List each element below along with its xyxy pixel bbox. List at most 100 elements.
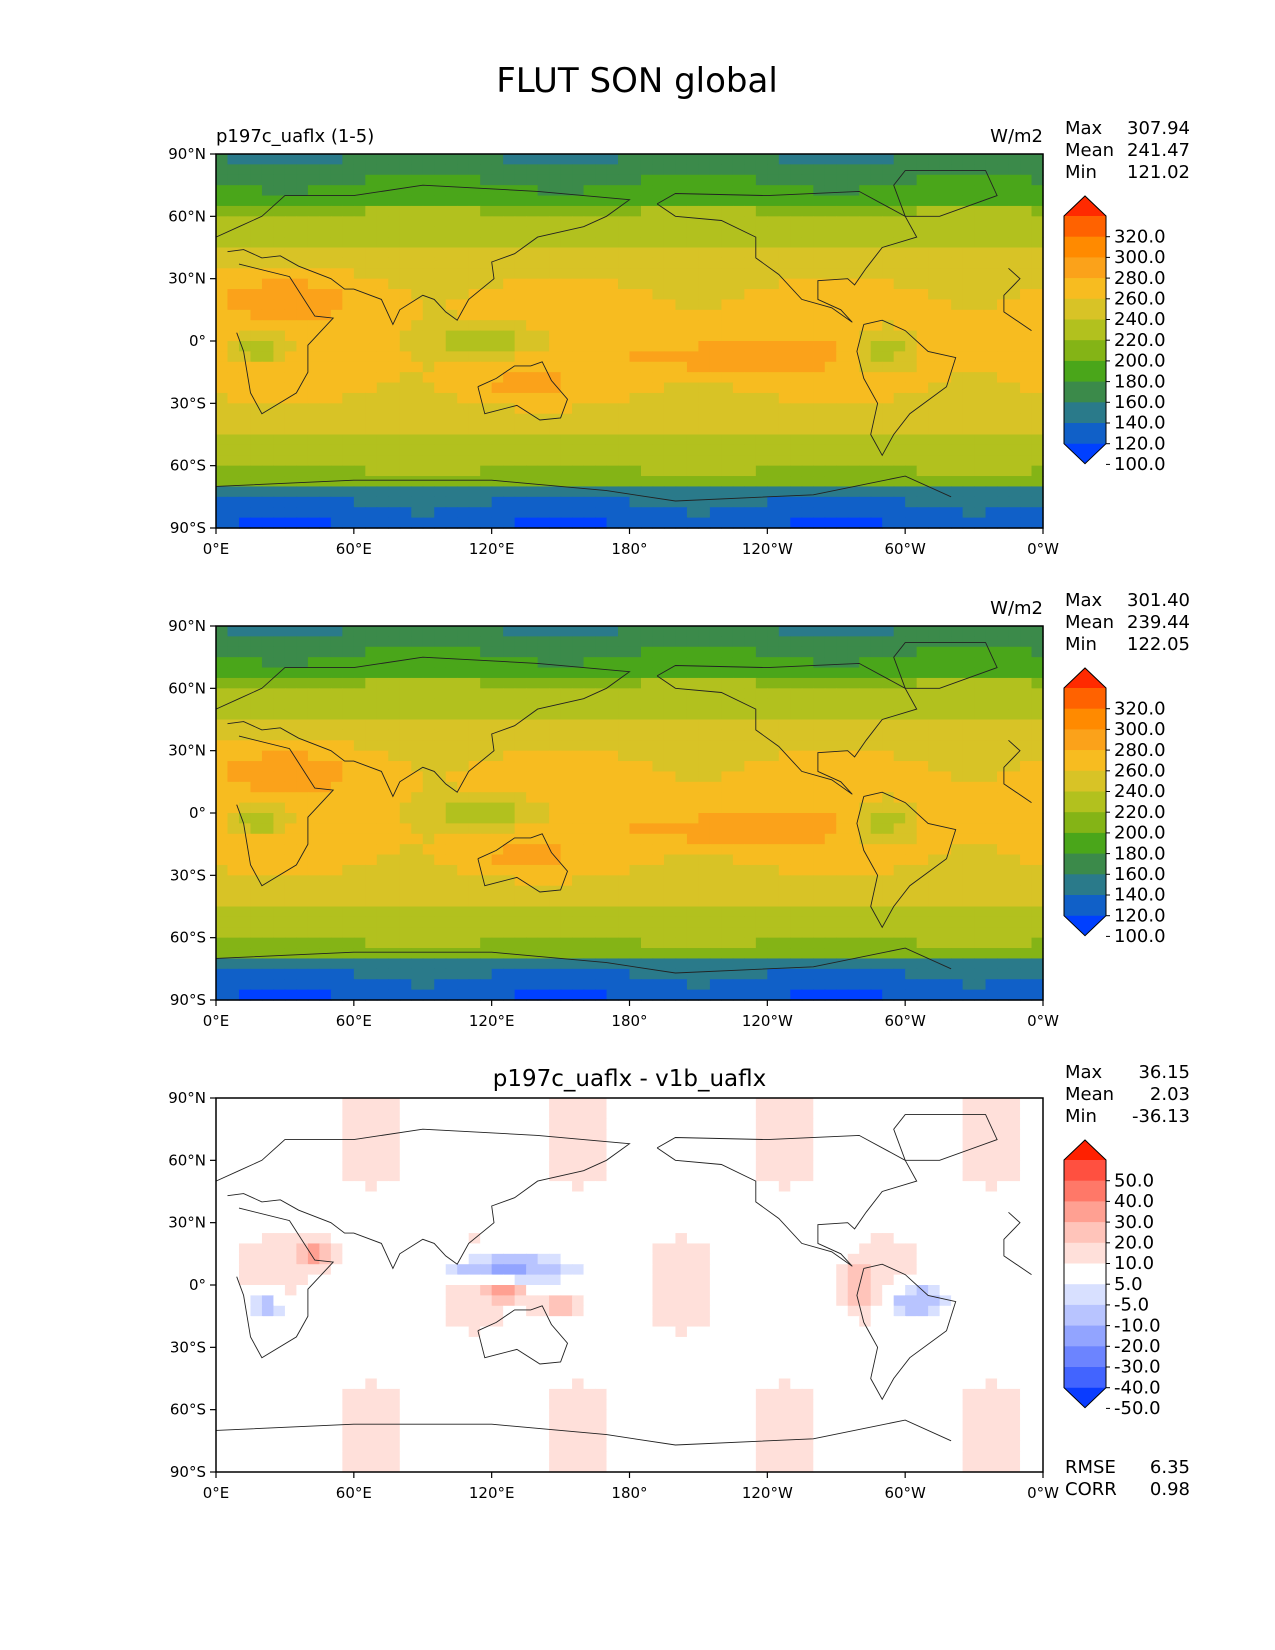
lat-tick-label: 60°S — [170, 457, 206, 475]
stat-value: 239.44 — [1127, 612, 1190, 633]
colorbar-tick-label: 240.0 — [1114, 781, 1166, 802]
lat-tick-label: 90°N — [168, 145, 206, 163]
lon-tick-label: 60°E — [336, 1484, 372, 1502]
map-field — [216, 626, 1044, 1001]
colorbar-tick-label: 180.0 — [1114, 371, 1166, 392]
lat-tick-label: 90°S — [170, 519, 206, 537]
lat-tick-label: 60°N — [168, 207, 206, 225]
lon-tick-label: 60°W — [884, 1484, 926, 1502]
lon-tick-label: 120°E — [469, 1484, 515, 1502]
colorbar-tick-label: 320.0 — [1114, 698, 1166, 719]
lon-tick-label: 60°E — [336, 540, 372, 558]
lon-tick-label: 120°W — [742, 1484, 793, 1502]
lon-tick-label: 60°E — [336, 1012, 372, 1030]
lat-tick-label: 60°N — [168, 679, 206, 697]
stat-value: 121.02 — [1127, 162, 1190, 183]
stat-label: Min — [1065, 634, 1097, 655]
colorbar-tick-label: 200.0 — [1114, 351, 1166, 372]
stat-value: 301.40 — [1127, 590, 1190, 611]
colorbar-tick-label: 320.0 — [1114, 226, 1166, 247]
colorbar-tick-label: 220.0 — [1114, 330, 1166, 351]
coastlines — [216, 1114, 1032, 1446]
panels: 0°E 60°E 120°E 180° 120°W 60°W 0°W 90°N 60°N 30°N… — [168, 118, 1190, 1502]
panel-test: 0°E 60°E 120°E 180° 120°W 60°W 0°W 90°N 60°N 30°N… — [168, 118, 1190, 558]
extra-stat-value: 6.35 — [1150, 1457, 1190, 1478]
lat-tick-label: 30°S — [170, 866, 206, 884]
colorbar-tick-label: -5.0 — [1114, 1295, 1149, 1316]
lon-tick-label: 120°W — [742, 1012, 793, 1030]
stat-label: Max — [1065, 590, 1103, 611]
extra-stat-label: RMSE — [1065, 1457, 1116, 1478]
colorbar-tick-label: 160.0 — [1114, 864, 1166, 885]
colorbar-tick-label: 100.0 — [1114, 454, 1166, 475]
panel-reference: 0°E 60°E 120°E 180° 120°W 60°W 0°W 90°N 60°N 30°N… — [168, 590, 1190, 1030]
lon-tick-label: 0°W — [1027, 1484, 1059, 1502]
colorbar-tick-label: 300.0 — [1114, 719, 1166, 740]
lat-tick-label: 90°N — [168, 1089, 206, 1107]
map-field — [216, 1098, 1044, 1473]
map-field — [216, 154, 1044, 529]
lon-tick-label: 60°W — [884, 1012, 926, 1030]
lat-tick-label: 60°S — [170, 1401, 206, 1419]
colorbar-tick-label: 120.0 — [1114, 905, 1166, 926]
lat-tick-label: 90°S — [170, 1463, 206, 1481]
colorbar-tick-label: 240.0 — [1114, 309, 1166, 330]
stat-label: Max — [1065, 1062, 1103, 1083]
lat-tick-label: 30°S — [170, 394, 206, 412]
figure-title: FLUT SON global — [496, 61, 778, 101]
stat-value: 2.03 — [1150, 1084, 1190, 1105]
lon-tick-label: 60°W — [884, 540, 926, 558]
colorbar-tick-label: 140.0 — [1114, 413, 1166, 434]
lat-tick-label: 0° — [189, 1276, 206, 1294]
stat-value: 307.94 — [1127, 118, 1190, 139]
colorbar-tick-label: 20.0 — [1114, 1232, 1154, 1253]
lon-tick-label: 0°E — [203, 1484, 230, 1502]
lon-tick-label: 180° — [611, 1484, 647, 1502]
extra-stat-value: 0.98 — [1150, 1479, 1190, 1500]
colorbar-tick-label: 220.0 — [1114, 802, 1166, 823]
panel-units: W/m2 — [990, 598, 1043, 619]
lat-tick-label: 0° — [189, 804, 206, 822]
colorbar-tick-label: 160.0 — [1114, 392, 1166, 413]
colorbar-tick-label: 300.0 — [1114, 247, 1166, 268]
stat-label: Max — [1065, 118, 1103, 139]
lon-tick-label: 120°W — [742, 540, 793, 558]
panel-units: W/m2 — [990, 126, 1043, 147]
stat-label: Mean — [1065, 612, 1114, 633]
lat-tick-label: 30°N — [168, 1214, 206, 1232]
panel-subtitle-center: p197c_uaflx - v1b_uaflx — [493, 1066, 766, 1092]
colorbar-tick-label: 200.0 — [1114, 823, 1166, 844]
lon-tick-label: 180° — [611, 1012, 647, 1030]
lat-tick-label: 30°N — [168, 270, 206, 288]
coastlines — [216, 642, 1032, 974]
stat-label: Mean — [1065, 140, 1114, 161]
colorbar-tick-label: -20.0 — [1114, 1336, 1161, 1357]
lon-tick-label: 0°W — [1027, 540, 1059, 558]
colorbar-tick-label: 260.0 — [1114, 760, 1166, 781]
lon-tick-label: 0°E — [203, 1012, 230, 1030]
stat-label: Mean — [1065, 1084, 1114, 1105]
lat-tick-label: 30°S — [170, 1338, 206, 1356]
colorbar-tick-label: -30.0 — [1114, 1357, 1161, 1378]
stat-label: Min — [1065, 1106, 1097, 1127]
lat-tick-label: 30°N — [168, 742, 206, 760]
panel-difference: 0°E 60°E 120°E 180° 120°W 60°W 0°W 90°N 60°N 30°N… — [168, 1062, 1190, 1502]
coastlines — [216, 170, 1032, 502]
colorbar-tick-label: -10.0 — [1114, 1315, 1161, 1336]
colorbar-tick-label: 40.0 — [1114, 1191, 1154, 1212]
stat-value: 122.05 — [1127, 634, 1190, 655]
lat-tick-label: 60°S — [170, 929, 206, 947]
colorbar-tick-label: 100.0 — [1114, 926, 1166, 947]
stat-value: -36.13 — [1132, 1106, 1190, 1127]
colorbar-tick-label: 10.0 — [1114, 1253, 1154, 1274]
colorbar-tick-label: 140.0 — [1114, 885, 1166, 906]
colorbar-tick-label: 180.0 — [1114, 843, 1166, 864]
colorbar-tick-label: 280.0 — [1114, 740, 1166, 761]
colorbar-tick-label: -40.0 — [1114, 1377, 1161, 1398]
colorbar-tick-label: 50.0 — [1114, 1170, 1154, 1191]
colorbar: 320.0300.0280.0260.0240.0220.0200.0180.0… — [1063, 195, 1166, 475]
lon-tick-label: 0°W — [1027, 1012, 1059, 1030]
colorbar: 50.040.030.020.010.05.0-5.0-10.0-20.0-30… — [1063, 1139, 1161, 1419]
colorbar-tick-label: 280.0 — [1114, 268, 1166, 289]
